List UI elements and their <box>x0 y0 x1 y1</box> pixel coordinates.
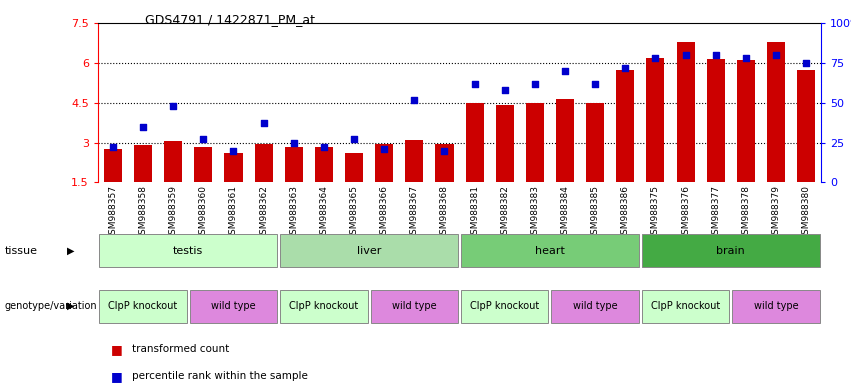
Point <box>799 60 813 66</box>
Bar <box>190 290 277 323</box>
Bar <box>767 41 785 182</box>
Bar <box>100 290 186 323</box>
Point <box>347 136 361 142</box>
Point <box>558 68 572 74</box>
Bar <box>642 290 729 323</box>
Point <box>769 52 783 58</box>
Text: brain: brain <box>717 245 745 256</box>
Bar <box>586 103 604 182</box>
Bar <box>345 153 363 182</box>
Text: tissue: tissue <box>4 245 37 256</box>
Bar <box>647 58 665 182</box>
Bar <box>280 290 368 323</box>
Point <box>226 147 240 154</box>
Bar <box>315 147 333 182</box>
Point <box>167 103 180 109</box>
Point <box>619 65 632 71</box>
Text: ClpP knockout: ClpP knockout <box>470 301 540 311</box>
Text: percentile rank within the sample: percentile rank within the sample <box>132 371 308 381</box>
Text: wild type: wild type <box>392 301 437 311</box>
Bar <box>677 41 694 182</box>
Point <box>498 87 511 93</box>
Point <box>437 147 451 154</box>
Bar <box>733 290 820 323</box>
Bar <box>556 99 574 182</box>
Text: heart: heart <box>535 245 565 256</box>
Text: ■: ■ <box>111 370 123 383</box>
Text: ▶: ▶ <box>67 301 74 311</box>
Text: transformed count: transformed count <box>132 344 229 354</box>
Point <box>468 81 482 87</box>
Bar <box>104 149 122 182</box>
Bar <box>100 234 277 267</box>
Bar <box>737 60 755 182</box>
Text: genotype/variation: genotype/variation <box>4 301 97 311</box>
Bar <box>280 234 458 267</box>
Bar <box>642 234 820 267</box>
Bar <box>461 234 639 267</box>
Bar <box>405 140 423 182</box>
Text: ▶: ▶ <box>67 245 74 256</box>
Point <box>709 52 722 58</box>
Bar <box>254 144 272 182</box>
Point <box>317 144 331 151</box>
Point <box>257 120 271 126</box>
Text: wild type: wild type <box>754 301 798 311</box>
Point <box>287 139 300 146</box>
Bar <box>371 290 458 323</box>
Point <box>648 55 662 61</box>
Text: ClpP knockout: ClpP knockout <box>289 301 358 311</box>
Text: wild type: wild type <box>573 301 618 311</box>
Point <box>588 81 602 87</box>
Text: liver: liver <box>357 245 381 256</box>
Bar <box>551 290 639 323</box>
Bar <box>134 145 152 182</box>
Text: ClpP knockout: ClpP knockout <box>108 301 178 311</box>
Bar <box>164 141 182 182</box>
Bar <box>797 70 815 182</box>
Point <box>408 96 421 103</box>
Bar <box>706 59 725 182</box>
Bar <box>526 103 544 182</box>
Text: GDS4791 / 1422871_PM_at: GDS4791 / 1422871_PM_at <box>145 13 315 26</box>
Text: testis: testis <box>173 245 203 256</box>
Point <box>197 136 210 142</box>
Bar <box>616 70 634 182</box>
Text: ClpP knockout: ClpP knockout <box>651 301 720 311</box>
Bar <box>285 147 303 182</box>
Point <box>739 55 752 61</box>
Bar <box>465 103 483 182</box>
Bar <box>495 105 514 182</box>
Bar <box>436 144 454 182</box>
Point <box>679 52 693 58</box>
Bar <box>461 290 548 323</box>
Bar <box>194 147 213 182</box>
Point <box>106 144 120 151</box>
Text: wild type: wild type <box>211 301 256 311</box>
Point <box>528 81 542 87</box>
Point <box>136 124 150 130</box>
Bar <box>225 153 243 182</box>
Point <box>377 146 391 152</box>
Text: ■: ■ <box>111 343 123 356</box>
Bar <box>375 144 393 182</box>
